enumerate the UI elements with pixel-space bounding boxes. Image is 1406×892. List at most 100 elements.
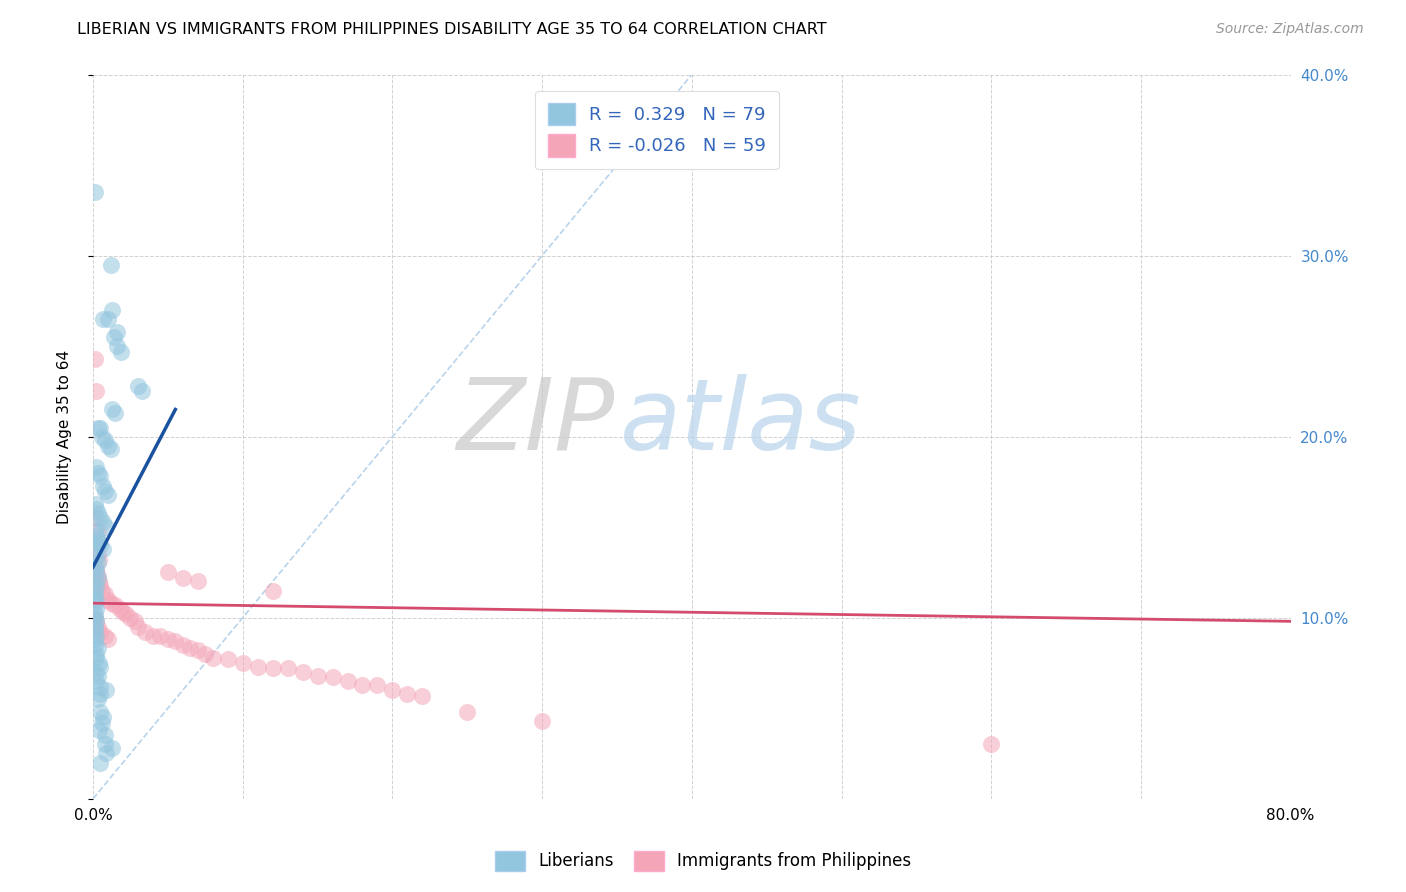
- Point: [187, 643, 209, 657]
- Point: [94, 738, 117, 752]
- Point: [194, 647, 217, 661]
- Point: [336, 674, 359, 689]
- Point: [84, 580, 107, 594]
- Point: [86, 524, 108, 538]
- Point: [86, 557, 108, 571]
- Point: [381, 683, 404, 698]
- Point: [91, 430, 114, 444]
- Point: [89, 469, 111, 483]
- Point: [93, 710, 115, 724]
- Point: [352, 678, 374, 692]
- Point: [86, 466, 108, 480]
- Point: [83, 610, 105, 624]
- Point: [91, 583, 114, 598]
- Point: [89, 680, 111, 694]
- Point: [83, 497, 105, 511]
- Point: [94, 587, 117, 601]
- Point: [100, 596, 122, 610]
- Point: [366, 678, 388, 692]
- Point: [97, 632, 120, 647]
- Point: [84, 384, 107, 399]
- Point: [86, 533, 108, 547]
- Point: [156, 632, 179, 647]
- Point: [83, 624, 105, 638]
- Point: [127, 379, 149, 393]
- Point: [411, 689, 433, 703]
- Point: [217, 652, 239, 666]
- Point: [83, 610, 105, 624]
- Point: [84, 592, 107, 607]
- Point: [84, 615, 107, 629]
- Text: atlas: atlas: [620, 374, 862, 471]
- Point: [87, 656, 110, 670]
- Y-axis label: Disability Age 35 to 64: Disability Age 35 to 64: [58, 350, 72, 524]
- Point: [456, 705, 478, 719]
- Point: [83, 560, 105, 574]
- Point: [89, 511, 111, 525]
- Point: [165, 634, 187, 648]
- Point: [87, 574, 110, 589]
- Point: [84, 601, 107, 615]
- Point: [83, 547, 105, 561]
- Point: [131, 384, 153, 399]
- Point: [105, 325, 128, 339]
- Point: [172, 638, 194, 652]
- Point: [93, 515, 115, 529]
- Point: [84, 674, 107, 689]
- Point: [108, 601, 131, 615]
- Point: [93, 478, 115, 492]
- Point: [83, 511, 105, 525]
- Point: [156, 566, 179, 580]
- Point: [101, 302, 124, 317]
- Legend: Liberians, Immigrants from Philippines: Liberians, Immigrants from Philippines: [486, 842, 920, 880]
- Point: [93, 312, 115, 326]
- Point: [96, 520, 118, 534]
- Text: Source: ZipAtlas.com: Source: ZipAtlas.com: [1216, 22, 1364, 37]
- Point: [83, 351, 105, 366]
- Point: [84, 566, 107, 580]
- Point: [96, 747, 118, 761]
- Point: [84, 562, 107, 576]
- Point: [87, 723, 110, 737]
- Point: [97, 439, 120, 453]
- Point: [124, 615, 146, 629]
- Point: [101, 741, 124, 756]
- Point: [111, 605, 134, 619]
- Point: [980, 738, 1002, 752]
- Point: [89, 420, 111, 434]
- Point: [96, 683, 118, 698]
- Point: [89, 625, 111, 640]
- Point: [83, 632, 105, 647]
- Point: [104, 406, 127, 420]
- Point: [89, 538, 111, 552]
- Point: [100, 442, 122, 457]
- Point: [86, 571, 108, 585]
- Point: [86, 420, 108, 434]
- Point: [84, 566, 107, 580]
- Point: [262, 583, 284, 598]
- Point: [172, 571, 194, 585]
- Point: [322, 670, 344, 684]
- Point: [89, 687, 111, 701]
- Point: [83, 583, 105, 598]
- Point: [86, 668, 108, 682]
- Point: [115, 607, 138, 621]
- Point: [134, 625, 156, 640]
- Point: [396, 687, 419, 701]
- Point: [94, 629, 117, 643]
- Point: [86, 692, 108, 706]
- Point: [142, 629, 165, 643]
- Point: [127, 620, 149, 634]
- Point: [83, 638, 105, 652]
- Point: [201, 650, 224, 665]
- Point: [84, 529, 107, 543]
- Point: [83, 607, 105, 621]
- Point: [94, 728, 117, 742]
- Point: [104, 598, 127, 612]
- Point: [307, 668, 329, 682]
- Point: [89, 659, 111, 673]
- Point: [86, 506, 108, 520]
- Point: [262, 661, 284, 675]
- Point: [83, 589, 105, 603]
- Point: [120, 610, 142, 624]
